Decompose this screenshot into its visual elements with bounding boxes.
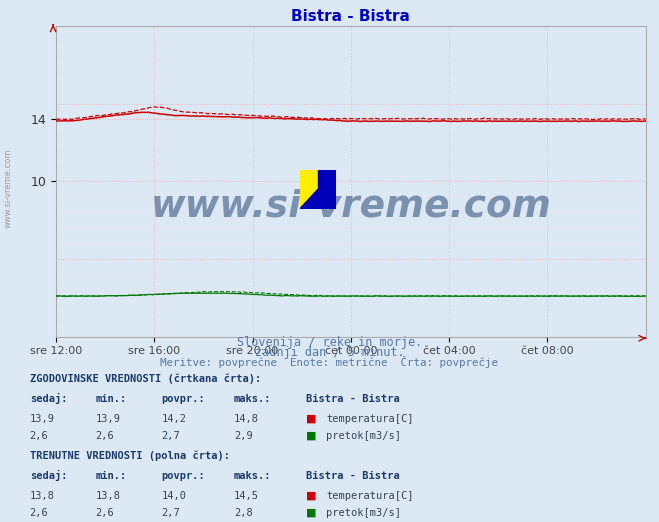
Text: maks.:: maks.: — [234, 471, 272, 481]
Text: 14,8: 14,8 — [234, 414, 259, 424]
Text: 2,6: 2,6 — [30, 508, 48, 518]
Text: sedaj:: sedaj: — [30, 470, 67, 481]
Text: ZGODOVINSKE VREDNOSTI (črtkana črta):: ZGODOVINSKE VREDNOSTI (črtkana črta): — [30, 374, 261, 384]
Text: Meritve: povprečne  Enote: metrične  Črta: povprečje: Meritve: povprečne Enote: metrične Črta:… — [161, 357, 498, 369]
Text: 14,2: 14,2 — [161, 414, 186, 424]
Polygon shape — [300, 170, 336, 209]
Text: 13,9: 13,9 — [30, 414, 55, 424]
Text: 2,8: 2,8 — [234, 508, 252, 518]
Text: Bistra - Bistra: Bistra - Bistra — [306, 394, 400, 404]
Text: pretok[m3/s]: pretok[m3/s] — [326, 508, 401, 518]
Text: zadnji dan / 5 minut.: zadnji dan / 5 minut. — [254, 346, 405, 359]
Text: min.:: min.: — [96, 394, 127, 404]
Text: 2,7: 2,7 — [161, 431, 180, 441]
Polygon shape — [300, 170, 336, 209]
Text: maks.:: maks.: — [234, 394, 272, 404]
Text: www.si-vreme.com: www.si-vreme.com — [150, 188, 552, 224]
Text: 2,6: 2,6 — [96, 431, 114, 441]
Polygon shape — [300, 189, 336, 209]
Text: povpr.:: povpr.: — [161, 394, 205, 404]
Polygon shape — [318, 170, 336, 209]
Text: Slovenija / reke in morje.: Slovenija / reke in morje. — [237, 336, 422, 349]
Text: 2,6: 2,6 — [96, 508, 114, 518]
Text: 13,9: 13,9 — [96, 414, 121, 424]
Text: 13,8: 13,8 — [96, 491, 121, 501]
Text: sedaj:: sedaj: — [30, 393, 67, 404]
Text: pretok[m3/s]: pretok[m3/s] — [326, 431, 401, 441]
Text: min.:: min.: — [96, 471, 127, 481]
Text: 2,9: 2,9 — [234, 431, 252, 441]
Text: 14,5: 14,5 — [234, 491, 259, 501]
Text: 2,7: 2,7 — [161, 508, 180, 518]
Text: 14,0: 14,0 — [161, 491, 186, 501]
Text: Bistra - Bistra: Bistra - Bistra — [306, 471, 400, 481]
Text: www.si-vreme.com: www.si-vreme.com — [3, 148, 13, 228]
Title: Bistra - Bistra: Bistra - Bistra — [291, 8, 411, 23]
Text: 2,6: 2,6 — [30, 431, 48, 441]
Text: temperatura[C]: temperatura[C] — [326, 491, 414, 501]
Text: povpr.:: povpr.: — [161, 471, 205, 481]
Text: temperatura[C]: temperatura[C] — [326, 414, 414, 424]
Text: ■: ■ — [306, 491, 317, 501]
Text: ■: ■ — [306, 508, 317, 518]
Text: 13,8: 13,8 — [30, 491, 55, 501]
Text: TRENUTNE VREDNOSTI (polna črta):: TRENUTNE VREDNOSTI (polna črta): — [30, 450, 229, 461]
Text: ■: ■ — [306, 431, 317, 441]
Text: ■: ■ — [306, 414, 317, 424]
